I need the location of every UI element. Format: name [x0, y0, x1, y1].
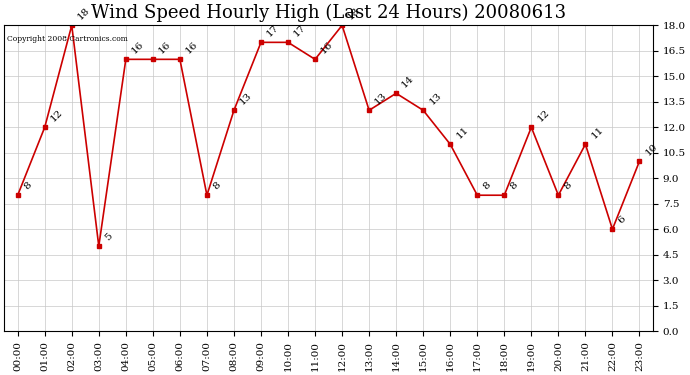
Title: Wind Speed Hourly High (Last 24 Hours) 20080613: Wind Speed Hourly High (Last 24 Hours) 2… [91, 4, 566, 22]
Text: 16: 16 [319, 39, 335, 55]
Text: 16: 16 [184, 39, 200, 55]
Text: 14: 14 [400, 74, 416, 89]
Text: 17: 17 [292, 22, 308, 38]
Text: 11: 11 [455, 124, 470, 140]
Text: 13: 13 [373, 90, 389, 106]
Text: 16: 16 [130, 39, 146, 55]
Text: 18: 18 [346, 6, 362, 21]
Text: 13: 13 [427, 90, 443, 106]
Text: 11: 11 [589, 124, 605, 140]
Text: 18: 18 [76, 6, 92, 21]
Text: 10: 10 [644, 141, 660, 157]
Text: 8: 8 [482, 180, 493, 191]
Text: 17: 17 [265, 22, 281, 38]
Text: 8: 8 [509, 180, 520, 191]
Text: 8: 8 [22, 180, 33, 191]
Text: 16: 16 [157, 39, 172, 55]
Text: 8: 8 [211, 180, 222, 191]
Text: 13: 13 [238, 90, 254, 106]
Text: 6: 6 [617, 214, 628, 225]
Text: 12: 12 [49, 107, 65, 123]
Text: 5: 5 [103, 231, 114, 242]
Text: Copyright 2008 Cartronics.com: Copyright 2008 Cartronics.com [8, 34, 128, 42]
Text: 12: 12 [535, 107, 551, 123]
Text: 8: 8 [562, 180, 573, 191]
